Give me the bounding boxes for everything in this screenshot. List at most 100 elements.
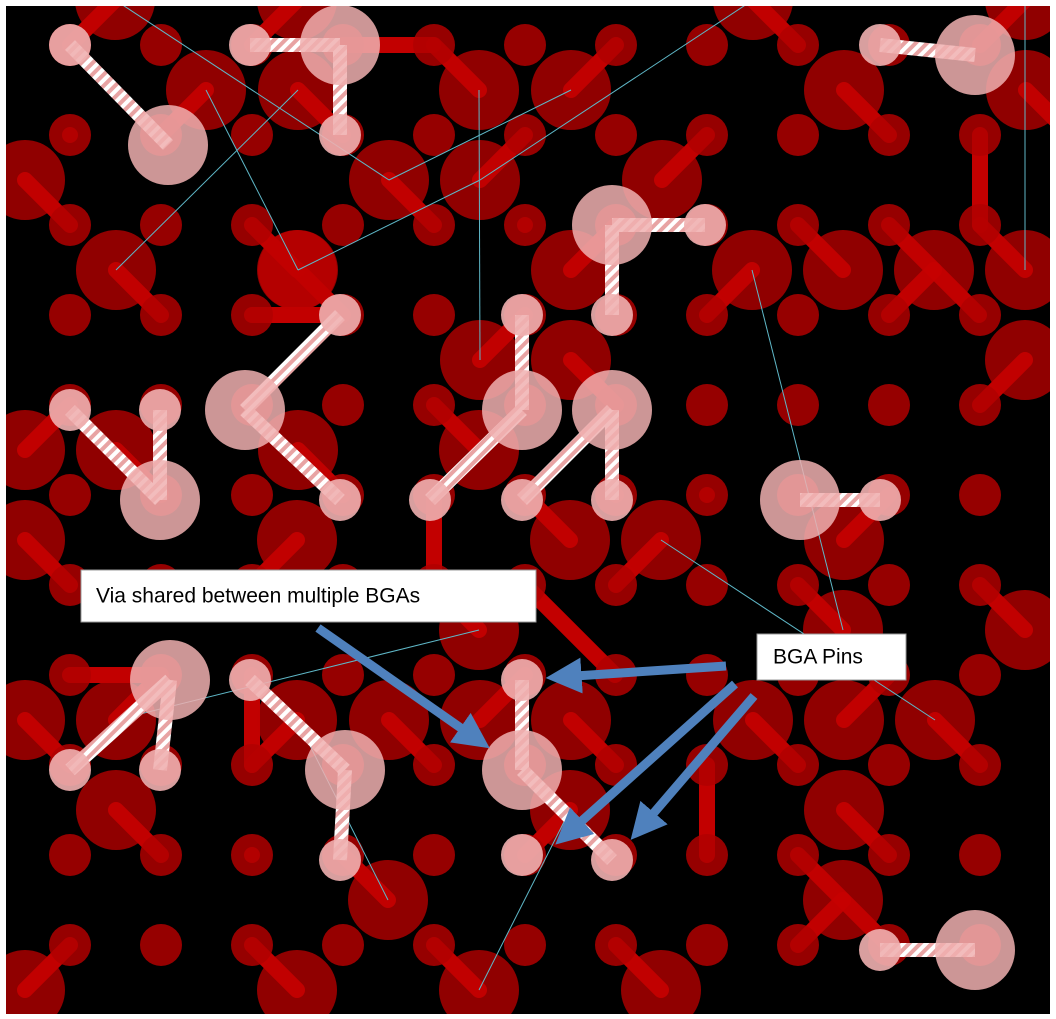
bga-pad: [413, 654, 455, 696]
bga-pad: [868, 294, 910, 336]
bga-pad: [959, 834, 1001, 876]
bga-pad: [686, 474, 728, 516]
bga-pad: [322, 384, 364, 426]
bga-pad: [868, 744, 910, 786]
bga-pad: [504, 114, 546, 156]
via: [6, 950, 65, 1014]
trace: [517, 577, 623, 683]
bga-pad: [777, 204, 819, 246]
via: [530, 500, 610, 580]
via: [6, 140, 65, 220]
annotations: Via shared between multiple BGAs BGA Pin…: [80, 569, 907, 845]
via: [713, 6, 793, 40]
bga-pad: [1050, 834, 1056, 876]
ratsnest: [205, 89, 299, 271]
bga-pad: [868, 834, 910, 876]
bga-pad: [49, 834, 91, 876]
highlighted-via: [572, 370, 652, 450]
via: [621, 950, 701, 1014]
bga-pad: [140, 294, 182, 336]
bga-pad: [777, 834, 819, 876]
bga-pad: [1050, 654, 1056, 696]
bga-pad: [959, 204, 1001, 246]
bga-pad: [1050, 114, 1056, 156]
bga-pad: [231, 744, 273, 786]
highlighted-via: [205, 370, 285, 450]
bga-pad: [231, 924, 273, 966]
highlighted-pad: [49, 24, 91, 66]
bga-pad: [504, 204, 546, 246]
highlighted-pad: [591, 839, 633, 881]
highlighted-via: [128, 105, 208, 185]
bga-pad: [49, 114, 91, 156]
via: [985, 230, 1050, 310]
bga-pad: [686, 114, 728, 156]
bga-pad: [777, 384, 819, 426]
highlighted-pad: [501, 479, 543, 521]
bga-pad: [231, 834, 273, 876]
callout-text: BGA Pins: [773, 646, 863, 669]
highlighted-pad: [409, 479, 451, 521]
via: [6, 410, 65, 490]
bga-pad: [868, 204, 910, 246]
bga-pad: [595, 924, 637, 966]
highlighted-via: [305, 730, 385, 810]
highlighted-via: [935, 910, 1015, 990]
highlighted-pad: [859, 929, 901, 971]
via: [257, 500, 337, 580]
bga-pad: [686, 384, 728, 426]
callout-text: Via shared between multiple BGAs: [96, 585, 420, 608]
bga-pad: [413, 24, 455, 66]
bga-pad: [322, 654, 364, 696]
bga-pad: [777, 744, 819, 786]
bga-pad: [959, 294, 1001, 336]
bga-pad: [413, 384, 455, 426]
highlighted-pad: [591, 479, 633, 521]
highlighted-pad: [501, 834, 543, 876]
highlighted-pad: [229, 659, 271, 701]
bga-pad: [777, 114, 819, 156]
via: [804, 50, 884, 130]
bga-pad: [686, 564, 728, 606]
arrow: [555, 680, 738, 845]
bga-pad: [413, 294, 455, 336]
via: [713, 680, 793, 760]
bga-pad: [413, 744, 455, 786]
via: [894, 230, 974, 310]
via: [803, 230, 883, 310]
bga-pad: [504, 924, 546, 966]
highlighted-via: [572, 185, 652, 265]
highlighted-pad: [859, 24, 901, 66]
arrow: [630, 693, 758, 840]
bga-pad: [1050, 564, 1056, 606]
ratsnest: [660, 539, 936, 721]
via: [257, 950, 337, 1014]
callout-box: [756, 633, 907, 681]
ratsnest: [297, 179, 481, 271]
highlighted-pad: [501, 294, 543, 336]
highlighted-via: [120, 460, 200, 540]
bga-pad: [49, 294, 91, 336]
bga-pad: [686, 24, 728, 66]
highlighted-pad: [684, 204, 726, 246]
bga-pad: [49, 924, 91, 966]
bga-pad: [595, 114, 637, 156]
highlighted-pad: [229, 24, 271, 66]
bga-pad: [686, 654, 728, 696]
highlighted-pad: [319, 479, 361, 521]
bga-pad: [686, 744, 728, 786]
highlighted-via: [130, 640, 210, 720]
highlighted-pad: [859, 479, 901, 521]
via: [803, 860, 883, 940]
bga-pad: [413, 924, 455, 966]
highlighted-pad: [319, 294, 361, 336]
bga-pad: [868, 384, 910, 426]
bga-pad: [322, 204, 364, 246]
bga-pad: [959, 564, 1001, 606]
highlighted-via: [482, 730, 562, 810]
ratsnest: [478, 809, 571, 991]
via: [439, 950, 519, 1014]
bga-pad: [140, 24, 182, 66]
highlighted-pad: [139, 389, 181, 431]
